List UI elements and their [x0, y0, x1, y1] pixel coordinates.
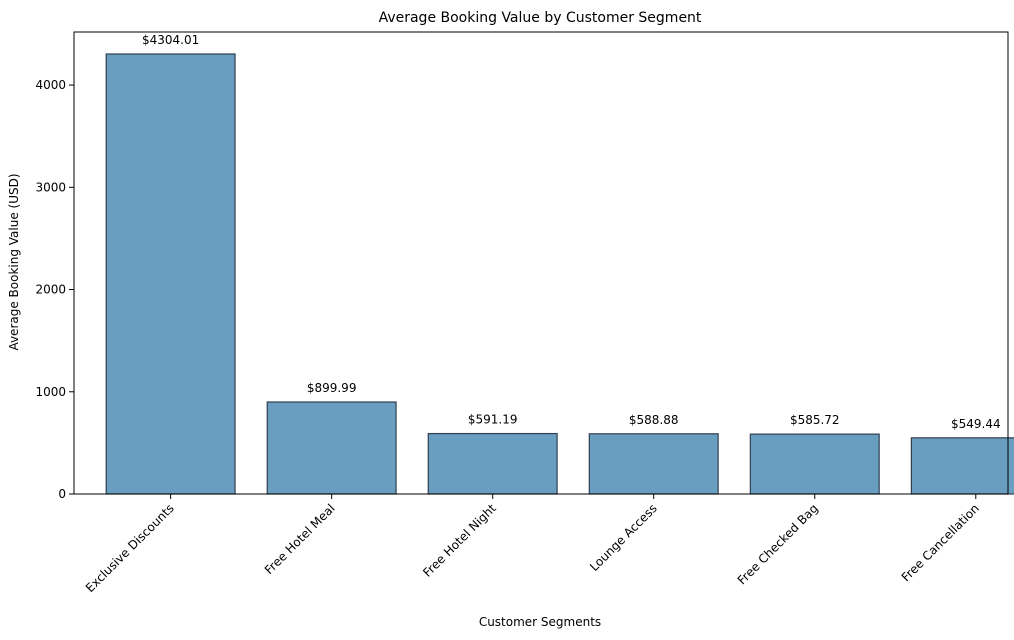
bar-4 — [588, 433, 719, 495]
data-label-5: $585.72 — [790, 413, 840, 427]
x-tick-label-4: Lounge Access — [587, 501, 660, 574]
data-label-4: $588.88 — [629, 413, 679, 427]
axes-frame — [73, 31, 1009, 495]
x-tick-label-3: Free Hotel Night — [420, 501, 499, 580]
y-tick-label-1: 0 — [58, 487, 66, 501]
y-axis-title: Average Booking Value (USD) — [7, 173, 21, 350]
bar-2 — [266, 401, 397, 495]
bar-5 — [749, 433, 880, 495]
data-label-2: $899.99 — [307, 381, 357, 395]
chart-title: Average Booking Value by Customer Segmen… — [379, 10, 702, 26]
x-tick-label-6: Free Cancellation — [899, 501, 982, 584]
y-tick-label-3: 2000 — [35, 283, 66, 297]
bar-6 — [910, 437, 1014, 495]
data-label-6: $549.44 — [951, 417, 1001, 431]
x-tick-label-5: Free Checked Bag — [735, 501, 821, 587]
y-tick-label-2: 1000 — [35, 385, 66, 399]
y-tick-label-5: 4000 — [35, 78, 66, 92]
bar-3 — [427, 432, 558, 495]
plot-area: 0 1000 2000 3000 4000 Exclusive Discounts Free… — [35, 31, 1014, 595]
data-label-3: $591.19 — [468, 413, 518, 427]
y-tick-label-4: 3000 — [35, 180, 66, 194]
x-tick-label-1: Exclusive Discounts — [83, 501, 177, 595]
x-axis-title: Customer Segments — [479, 615, 601, 629]
x-tick-label-2: Free Hotel Meal — [262, 501, 338, 577]
bar-1 — [105, 53, 236, 495]
data-label-1: $4304.01 — [142, 33, 199, 47]
